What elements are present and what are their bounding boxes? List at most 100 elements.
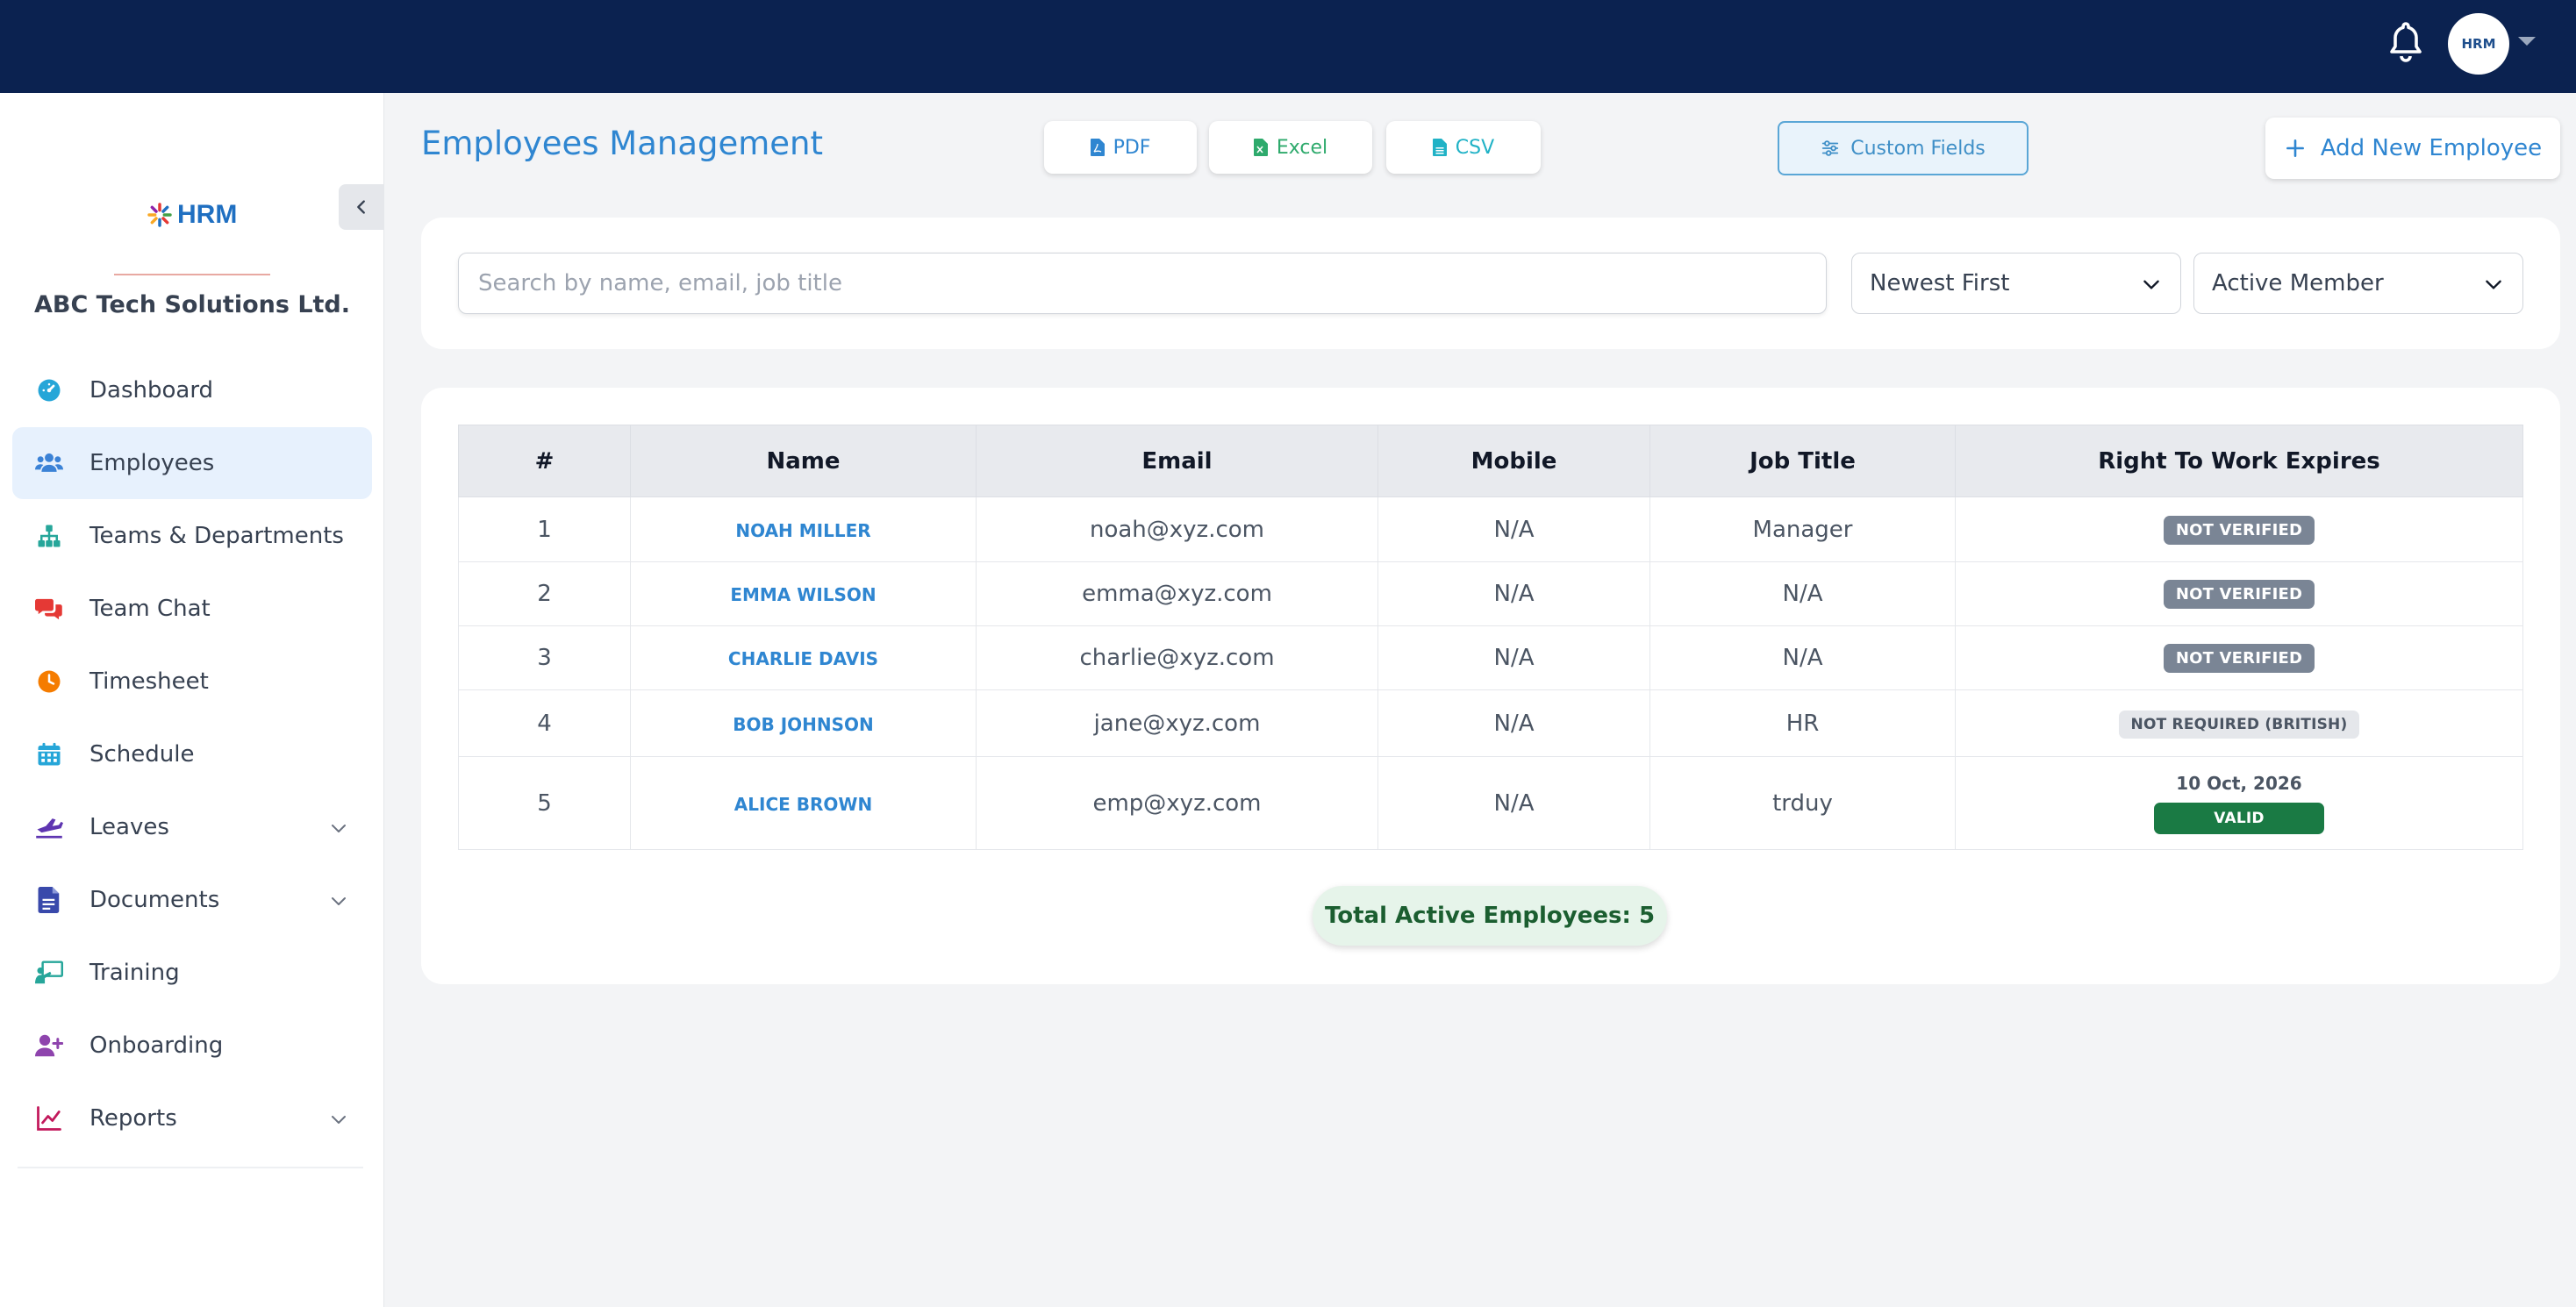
custom-fields-label: Custom Fields: [1850, 137, 1986, 160]
status-select-value: Active Member: [2212, 270, 2384, 296]
cell-email: jane@xyz.com: [976, 689, 1378, 757]
pdf-label: PDF: [1113, 136, 1151, 159]
bell-icon[interactable]: [2385, 19, 2427, 67]
logo-mark-icon: [147, 203, 172, 227]
status-badge: NOT VERIFIED: [2163, 515, 2315, 545]
status-select[interactable]: Active Member: [2193, 253, 2523, 314]
export-pdf-button[interactable]: PDF: [1044, 121, 1197, 174]
page-title: Employees Management: [421, 125, 824, 162]
column-header: Mobile: [1377, 425, 1650, 497]
logo: HRM: [146, 200, 237, 230]
status-badge: NOT VERIFIED: [2163, 644, 2315, 673]
plane-icon: [35, 813, 63, 841]
org-chart-icon: [35, 522, 63, 550]
employee-name-link[interactable]: EMMA WILSON: [730, 584, 877, 605]
cell-mobile: N/A: [1377, 561, 1650, 626]
employee-name-link[interactable]: NOAH MILLER: [735, 519, 871, 541]
cell-email: emma@xyz.com: [976, 561, 1378, 626]
sidebar-item-label: Reports: [89, 1105, 177, 1132]
sidebar-item-training[interactable]: Training: [12, 937, 372, 1009]
csv-label: CSV: [1455, 136, 1495, 159]
sidebar-item-label: Onboarding: [89, 1032, 224, 1059]
sidebar-item-dashboard[interactable]: Dashboard: [12, 354, 372, 426]
sidebar-item-label: Teams & Departments: [89, 523, 344, 549]
status-badge: NOT REQUIRED (BRITISH): [2118, 710, 2360, 739]
logo-text: HRM: [177, 200, 238, 229]
status-badge: NOT VERIFIED: [2163, 580, 2315, 609]
table-row: 4 BOB JOHNSON jane@xyz.com N/A HR NOT RE…: [458, 689, 2523, 757]
sidebar-item-label: Dashboard: [89, 377, 214, 404]
cell-job-title: N/A: [1649, 625, 1956, 690]
collapse-sidebar-button[interactable]: [339, 184, 384, 230]
expiry-date: 10 Oct, 2026: [2176, 772, 2302, 794]
sort-select-value: Newest First: [1870, 270, 2010, 296]
table-row: 3 CHARLIE DAVIS charlie@xyz.com N/A N/A …: [458, 625, 2523, 690]
excel-file-icon: [1253, 139, 1268, 156]
calendar-icon: [35, 740, 63, 768]
sidebar-item-onboarding[interactable]: Onboarding: [12, 1010, 372, 1082]
chat-icon: [35, 595, 63, 623]
employee-name-link[interactable]: ALICE BROWN: [733, 793, 873, 815]
cell-number: 3: [458, 625, 631, 690]
plus-icon: [2286, 139, 2304, 157]
training-icon: [35, 959, 63, 987]
table-row: 2 EMMA WILSON emma@xyz.com N/A N/A NOT V…: [458, 561, 2523, 626]
sidebar-item-label: Employees: [89, 450, 215, 476]
chevron-down-icon: [2486, 280, 2501, 289]
sidebar-item-reports[interactable]: Reports: [12, 1082, 372, 1154]
chevron-down-icon: [2143, 280, 2159, 289]
table-header-row: # Name Email Mobile Job Title Right To W…: [458, 425, 2523, 497]
export-csv-button[interactable]: CSV: [1386, 121, 1541, 174]
search-input[interactable]: [458, 253, 1827, 314]
sidebar-item-label: Training: [89, 960, 180, 986]
clock-icon: [35, 668, 63, 696]
sidebar-item-employees[interactable]: Employees: [12, 427, 372, 499]
cell-job-title: HR: [1649, 689, 1956, 757]
employee-name-link[interactable]: CHARLIE DAVIS: [727, 648, 879, 669]
chevron-down-icon[interactable]: [2518, 37, 2536, 46]
column-header: #: [458, 425, 631, 497]
status-badge: VALID: [2154, 802, 2324, 834]
chevron-down-icon: [332, 1116, 346, 1124]
cell-email: charlie@xyz.com: [976, 625, 1378, 690]
sidebar-item-timesheet[interactable]: Timesheet: [12, 646, 372, 718]
cell-job-title: N/A: [1649, 561, 1956, 626]
line-chart-icon: [35, 1104, 63, 1132]
top-bar: HRM: [0, 0, 2576, 93]
users-icon: [35, 449, 63, 477]
sidebar-item-leaves[interactable]: Leaves: [12, 791, 372, 863]
csv-file-icon: [1432, 139, 1447, 156]
sidebar-item-label: Leaves: [89, 814, 169, 840]
cell-email: emp@xyz.com: [976, 756, 1378, 850]
table-row: 1 NOAH MILLER noah@xyz.com N/A Manager N…: [458, 496, 2523, 562]
pdf-file-icon: [1090, 139, 1105, 156]
divider: [114, 274, 270, 275]
sort-select[interactable]: Newest First: [1851, 253, 2181, 314]
chevron-left-icon: [357, 200, 365, 214]
sidebar-item-teams-departments[interactable]: Teams & Departments: [12, 500, 372, 572]
user-plus-icon: [35, 1032, 63, 1060]
total-employees-badge: Total Active Employees: 5: [1313, 886, 1667, 946]
document-icon: [35, 886, 63, 914]
employee-name-link[interactable]: BOB JOHNSON: [733, 713, 874, 735]
company-name: ABC Tech Solutions Ltd.: [33, 291, 351, 318]
sidebar-item-label: Timesheet: [89, 668, 209, 695]
custom-fields-button[interactable]: Custom Fields: [1778, 121, 2029, 175]
cell-number: 4: [458, 689, 631, 757]
sidebar-item-documents[interactable]: Documents: [12, 864, 372, 936]
dashboard-icon: [35, 376, 63, 404]
table-row: 5 ALICE BROWN emp@xyz.com N/A trduy 10 O…: [458, 756, 2523, 850]
cell-number: 5: [458, 756, 631, 850]
sidebar-item-team-chat[interactable]: Team Chat: [12, 573, 372, 645]
chevron-down-icon: [332, 897, 346, 905]
employees-table: # Name Email Mobile Job Title Right To W…: [458, 425, 2523, 850]
avatar[interactable]: HRM: [2448, 13, 2509, 75]
cell-number: 2: [458, 561, 631, 626]
divider: [18, 1167, 363, 1168]
sidebar-item-label: Team Chat: [89, 596, 211, 622]
sidebar-item-label: Schedule: [89, 741, 195, 768]
cell-job-title: trduy: [1649, 756, 1956, 850]
export-excel-button[interactable]: Excel: [1209, 121, 1372, 174]
sidebar-item-schedule[interactable]: Schedule: [12, 718, 372, 790]
add-new-employee-button[interactable]: Add New Employee: [2265, 118, 2560, 179]
